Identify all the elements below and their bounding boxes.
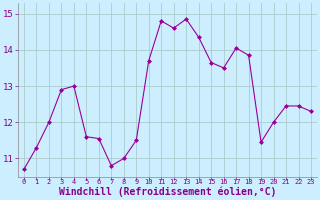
X-axis label: Windchill (Refroidissement éolien,°C): Windchill (Refroidissement éolien,°C)	[59, 187, 276, 197]
